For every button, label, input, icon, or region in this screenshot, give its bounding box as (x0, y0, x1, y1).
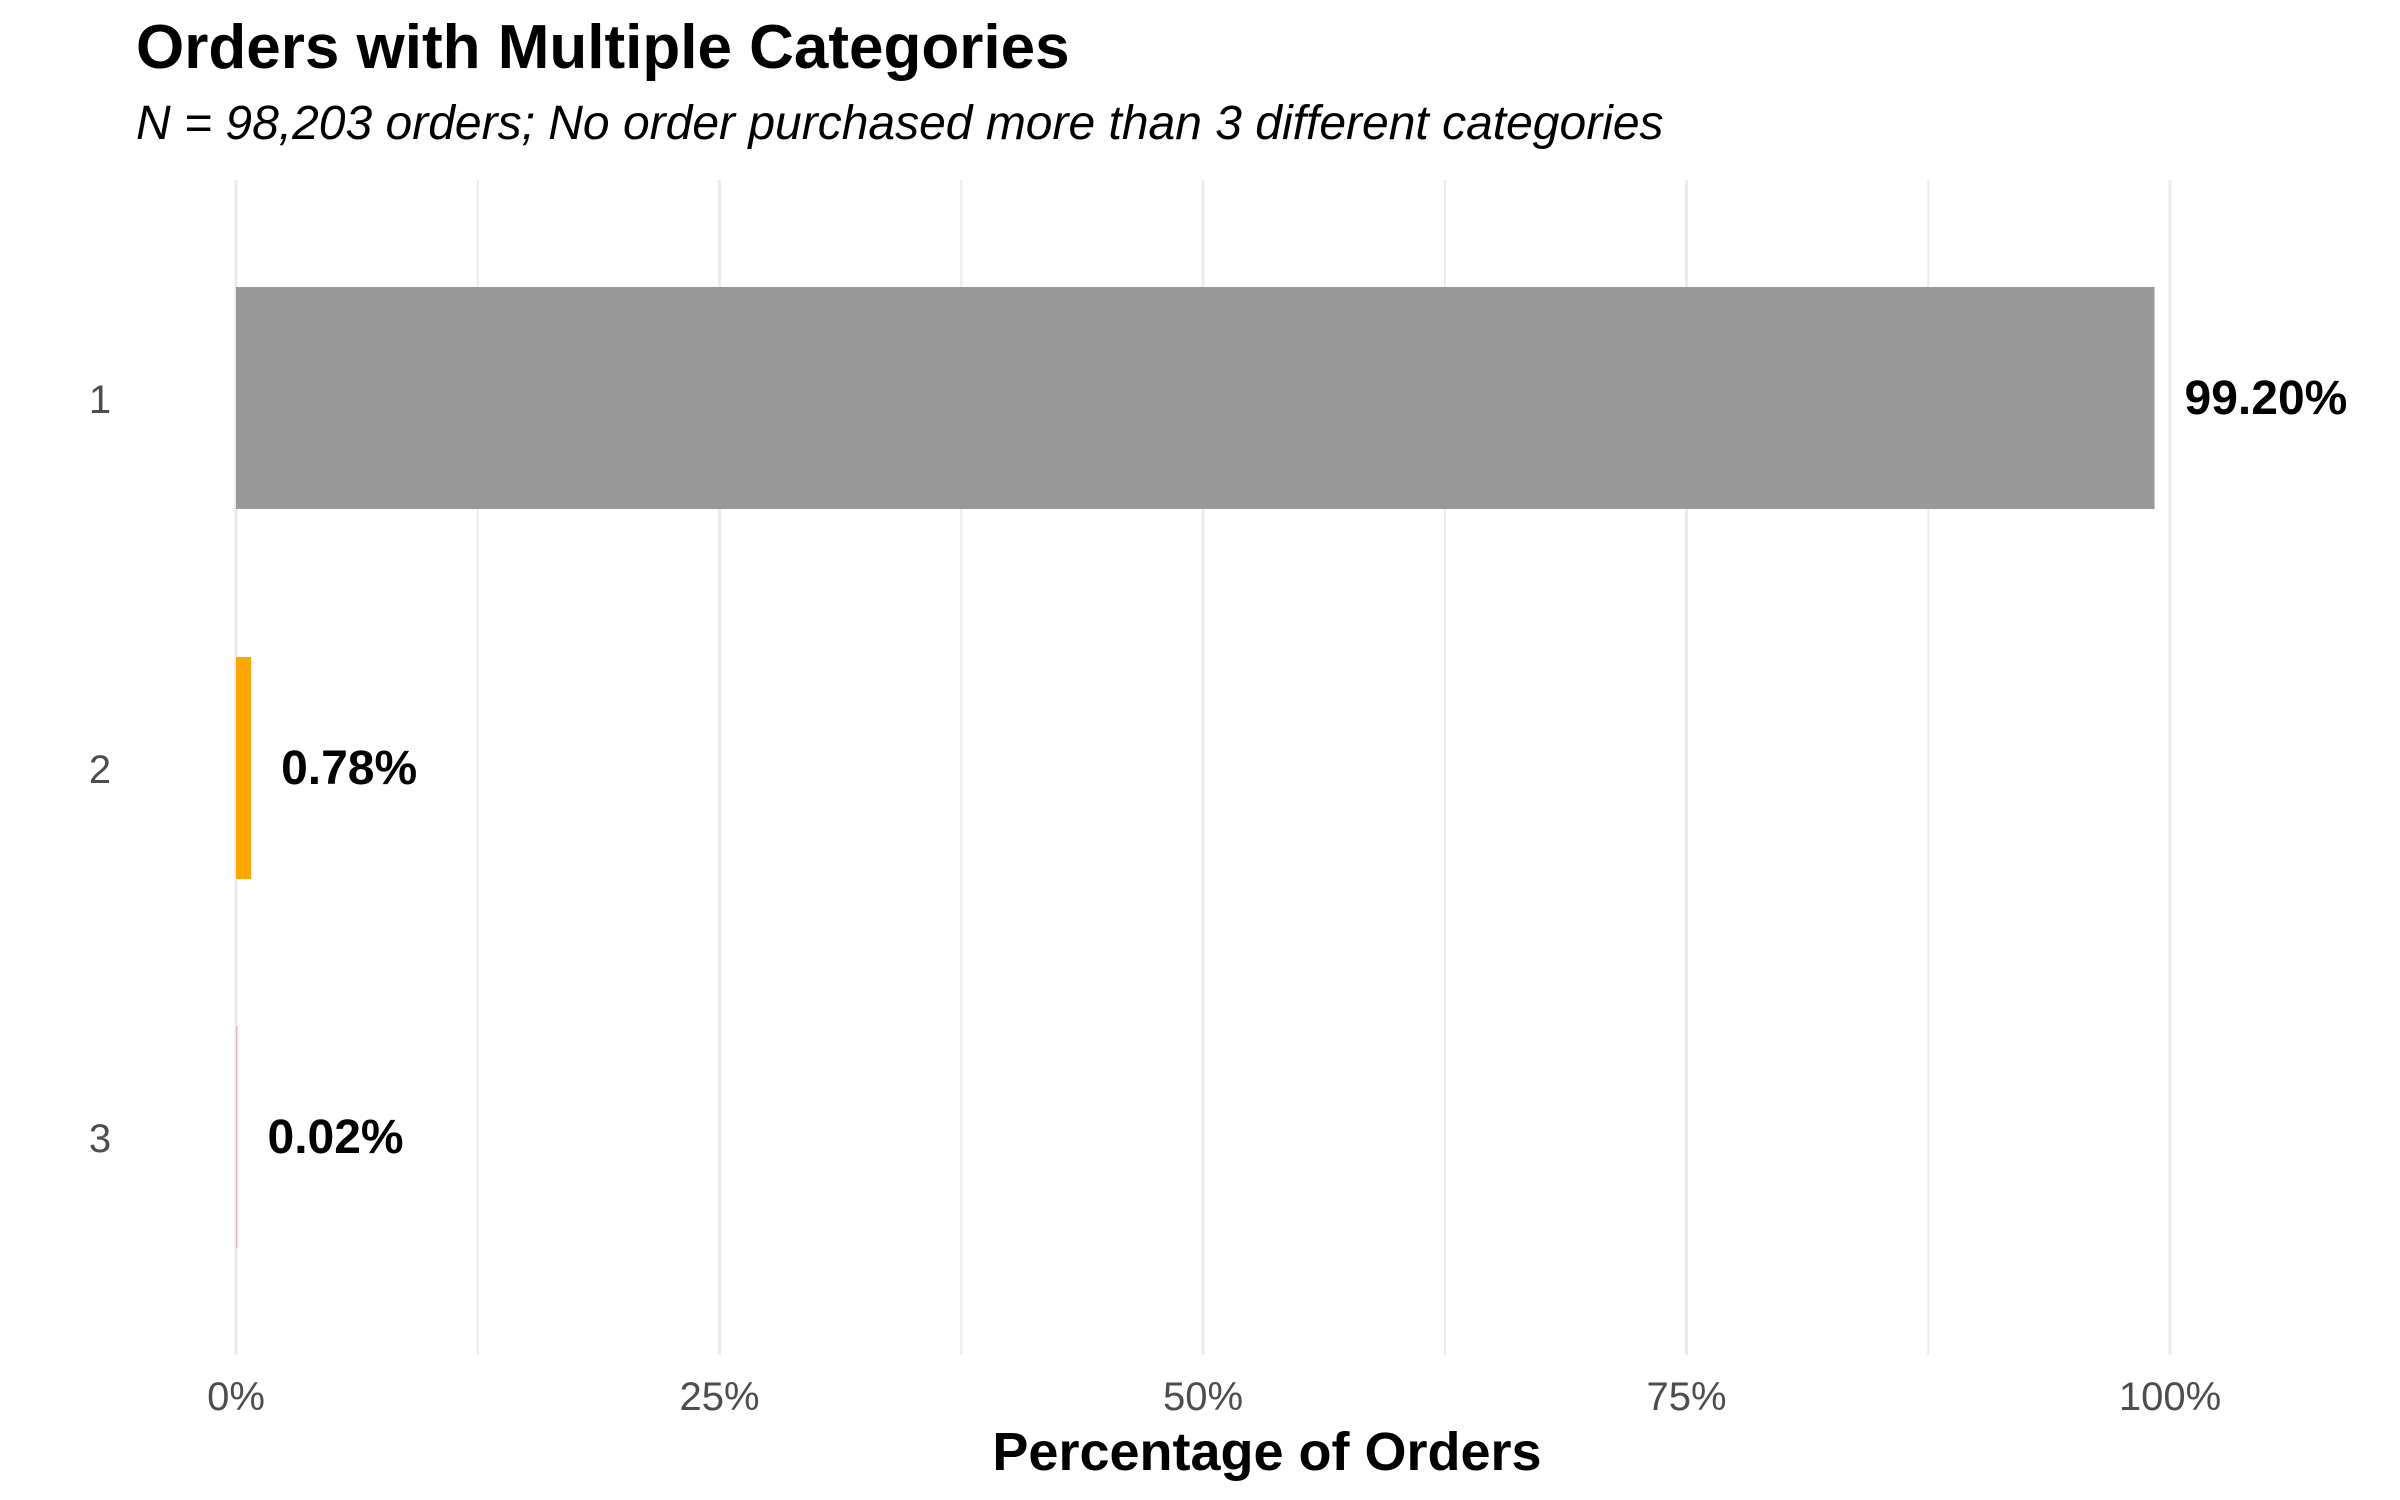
x-tick-label: 0% (207, 1375, 265, 1419)
x-tick-label: 100% (2119, 1375, 2221, 1419)
x-tick-label: 75% (1646, 1375, 1726, 1419)
y-tick-label: 3 (89, 1117, 111, 1161)
data-labels: 99.20% 0.78% 0.02% (268, 372, 2348, 1164)
x-tick-label: 25% (679, 1375, 759, 1419)
chart-subtitle: N = 98,203 orders; No order purchased mo… (136, 97, 1664, 150)
y-tick-label: 2 (89, 748, 111, 792)
data-label-3: 0.02% (268, 1111, 404, 1164)
bars (236, 287, 2155, 1248)
chart-title: Orders with Multiple Categories (136, 13, 1070, 82)
x-axis-title: Percentage of Orders (992, 1422, 1541, 1482)
y-axis-ticks: 1 2 3 (89, 378, 111, 1161)
y-tick-label: 1 (89, 378, 111, 422)
bar-3 (236, 1026, 238, 1248)
x-tick-label: 50% (1163, 1375, 1243, 1419)
bar-1 (236, 287, 2155, 509)
data-label-1: 99.20% (2185, 372, 2348, 425)
data-label-2: 0.78% (281, 742, 417, 795)
bar-2 (236, 657, 252, 879)
x-axis-ticks: 0% 25% 50% 75% 100% (207, 1375, 2221, 1419)
